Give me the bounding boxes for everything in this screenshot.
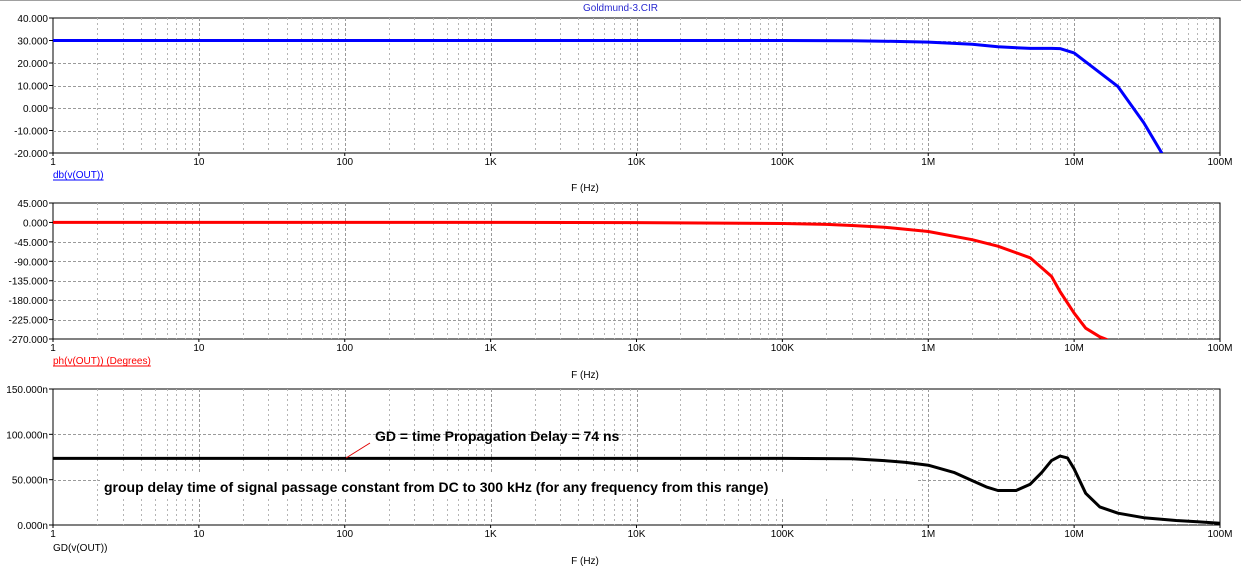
x-tick-label: 10M [1064,343,1083,354]
x-tick-label: 1K [485,529,498,540]
x-tick-label: 100M [1207,529,1232,540]
y-tick-label: 100.000n [6,430,48,441]
annotation-group-delay: group delay time of signal passage const… [104,479,768,495]
y-tick-label: 45.000 [17,199,48,210]
trace-label: ph(v(OUT)) (Degrees) [53,356,151,367]
x-tick-label: 100 [336,529,353,540]
x-tick-label: 100 [336,157,353,168]
x-tick-label: 10K [628,343,646,354]
x-axis-label: F (Hz) [571,556,599,567]
y-tick-label: -225.000 [9,316,49,327]
y-tick-label: -135.000 [9,277,49,288]
y-tick-label: 20.000 [17,59,48,70]
x-tick-label: 100K [771,529,795,540]
plot-panel-1: 40.000 30.000 20.000 10.000 0.000 -10.000 -20.… [14,14,1232,194]
x-tick-label: 1 [50,529,56,540]
y-tick-label: -20.000 [14,149,48,160]
x-tick-label: 100 [336,343,353,354]
x-tick-label: 1K [485,343,498,354]
trace-label: GD(v(OUT)) [53,543,107,554]
x-tick-label: 10K [628,529,646,540]
x-tick-label: 10 [193,157,205,168]
plot-frame [52,17,1221,154]
x-axis-label: F (Hz) [571,370,599,381]
x-tick-label: 10 [193,529,205,540]
x-axis-label: F (Hz) [571,183,599,194]
window-title: Goldmund-3.CIR [582,3,659,14]
x-tick-label: 1M [921,343,935,354]
x-tick-label: 100M [1207,343,1232,354]
x-tick-label: 10M [1064,157,1083,168]
plot-panel-2: 45.000 0.000 -45.000 -90.000 -135.000 -180.00… [9,199,1233,381]
x-tick-label: 1K [485,157,498,168]
y-tick-label: -90.000 [14,257,48,268]
x-tick-label: 100K [771,157,795,168]
x-tick-label: 10K [628,157,646,168]
y-tick-label: 0.000 [23,104,48,115]
series-line-1 [53,454,1220,525]
y-tick-label: -45.000 [14,238,48,249]
x-tick-label: 10 [193,343,205,354]
series-line-1 [53,39,1164,153]
annotation-propagation-delay: GD = time Propagation Delay = 74 ns [375,428,620,444]
y-tick-label: 50.000n [12,476,48,487]
plot-frame [52,202,1221,340]
y-tick-label: 40.000 [17,14,48,25]
x-tick-label: 1 [50,343,56,354]
y-tick-label: 0.000 [23,218,48,229]
series-line-1 [53,220,1109,339]
y-tick-label: -180.000 [9,296,49,307]
x-tick-label: 100M [1207,157,1232,168]
y-tick-label: -270.000 [9,335,49,346]
x-tick-label: 1M [921,157,935,168]
annotation-pointer [345,442,371,459]
x-tick-label: 10M [1064,529,1083,540]
trace-label: db(v(OUT)) [53,170,104,181]
y-tick-label: -10.000 [14,127,48,138]
y-tick-label: 150.000n [6,385,48,396]
x-tick-label: 1M [921,529,935,540]
x-tick-label: 100K [771,343,795,354]
y-tick-label: 0.000n [17,521,48,532]
y-tick-label: 10.000 [17,82,48,93]
window-top-border [0,0,1241,1]
x-tick-label: 1 [50,157,56,168]
annotation-background [100,474,918,498]
y-tick-label: 30.000 [17,37,48,48]
